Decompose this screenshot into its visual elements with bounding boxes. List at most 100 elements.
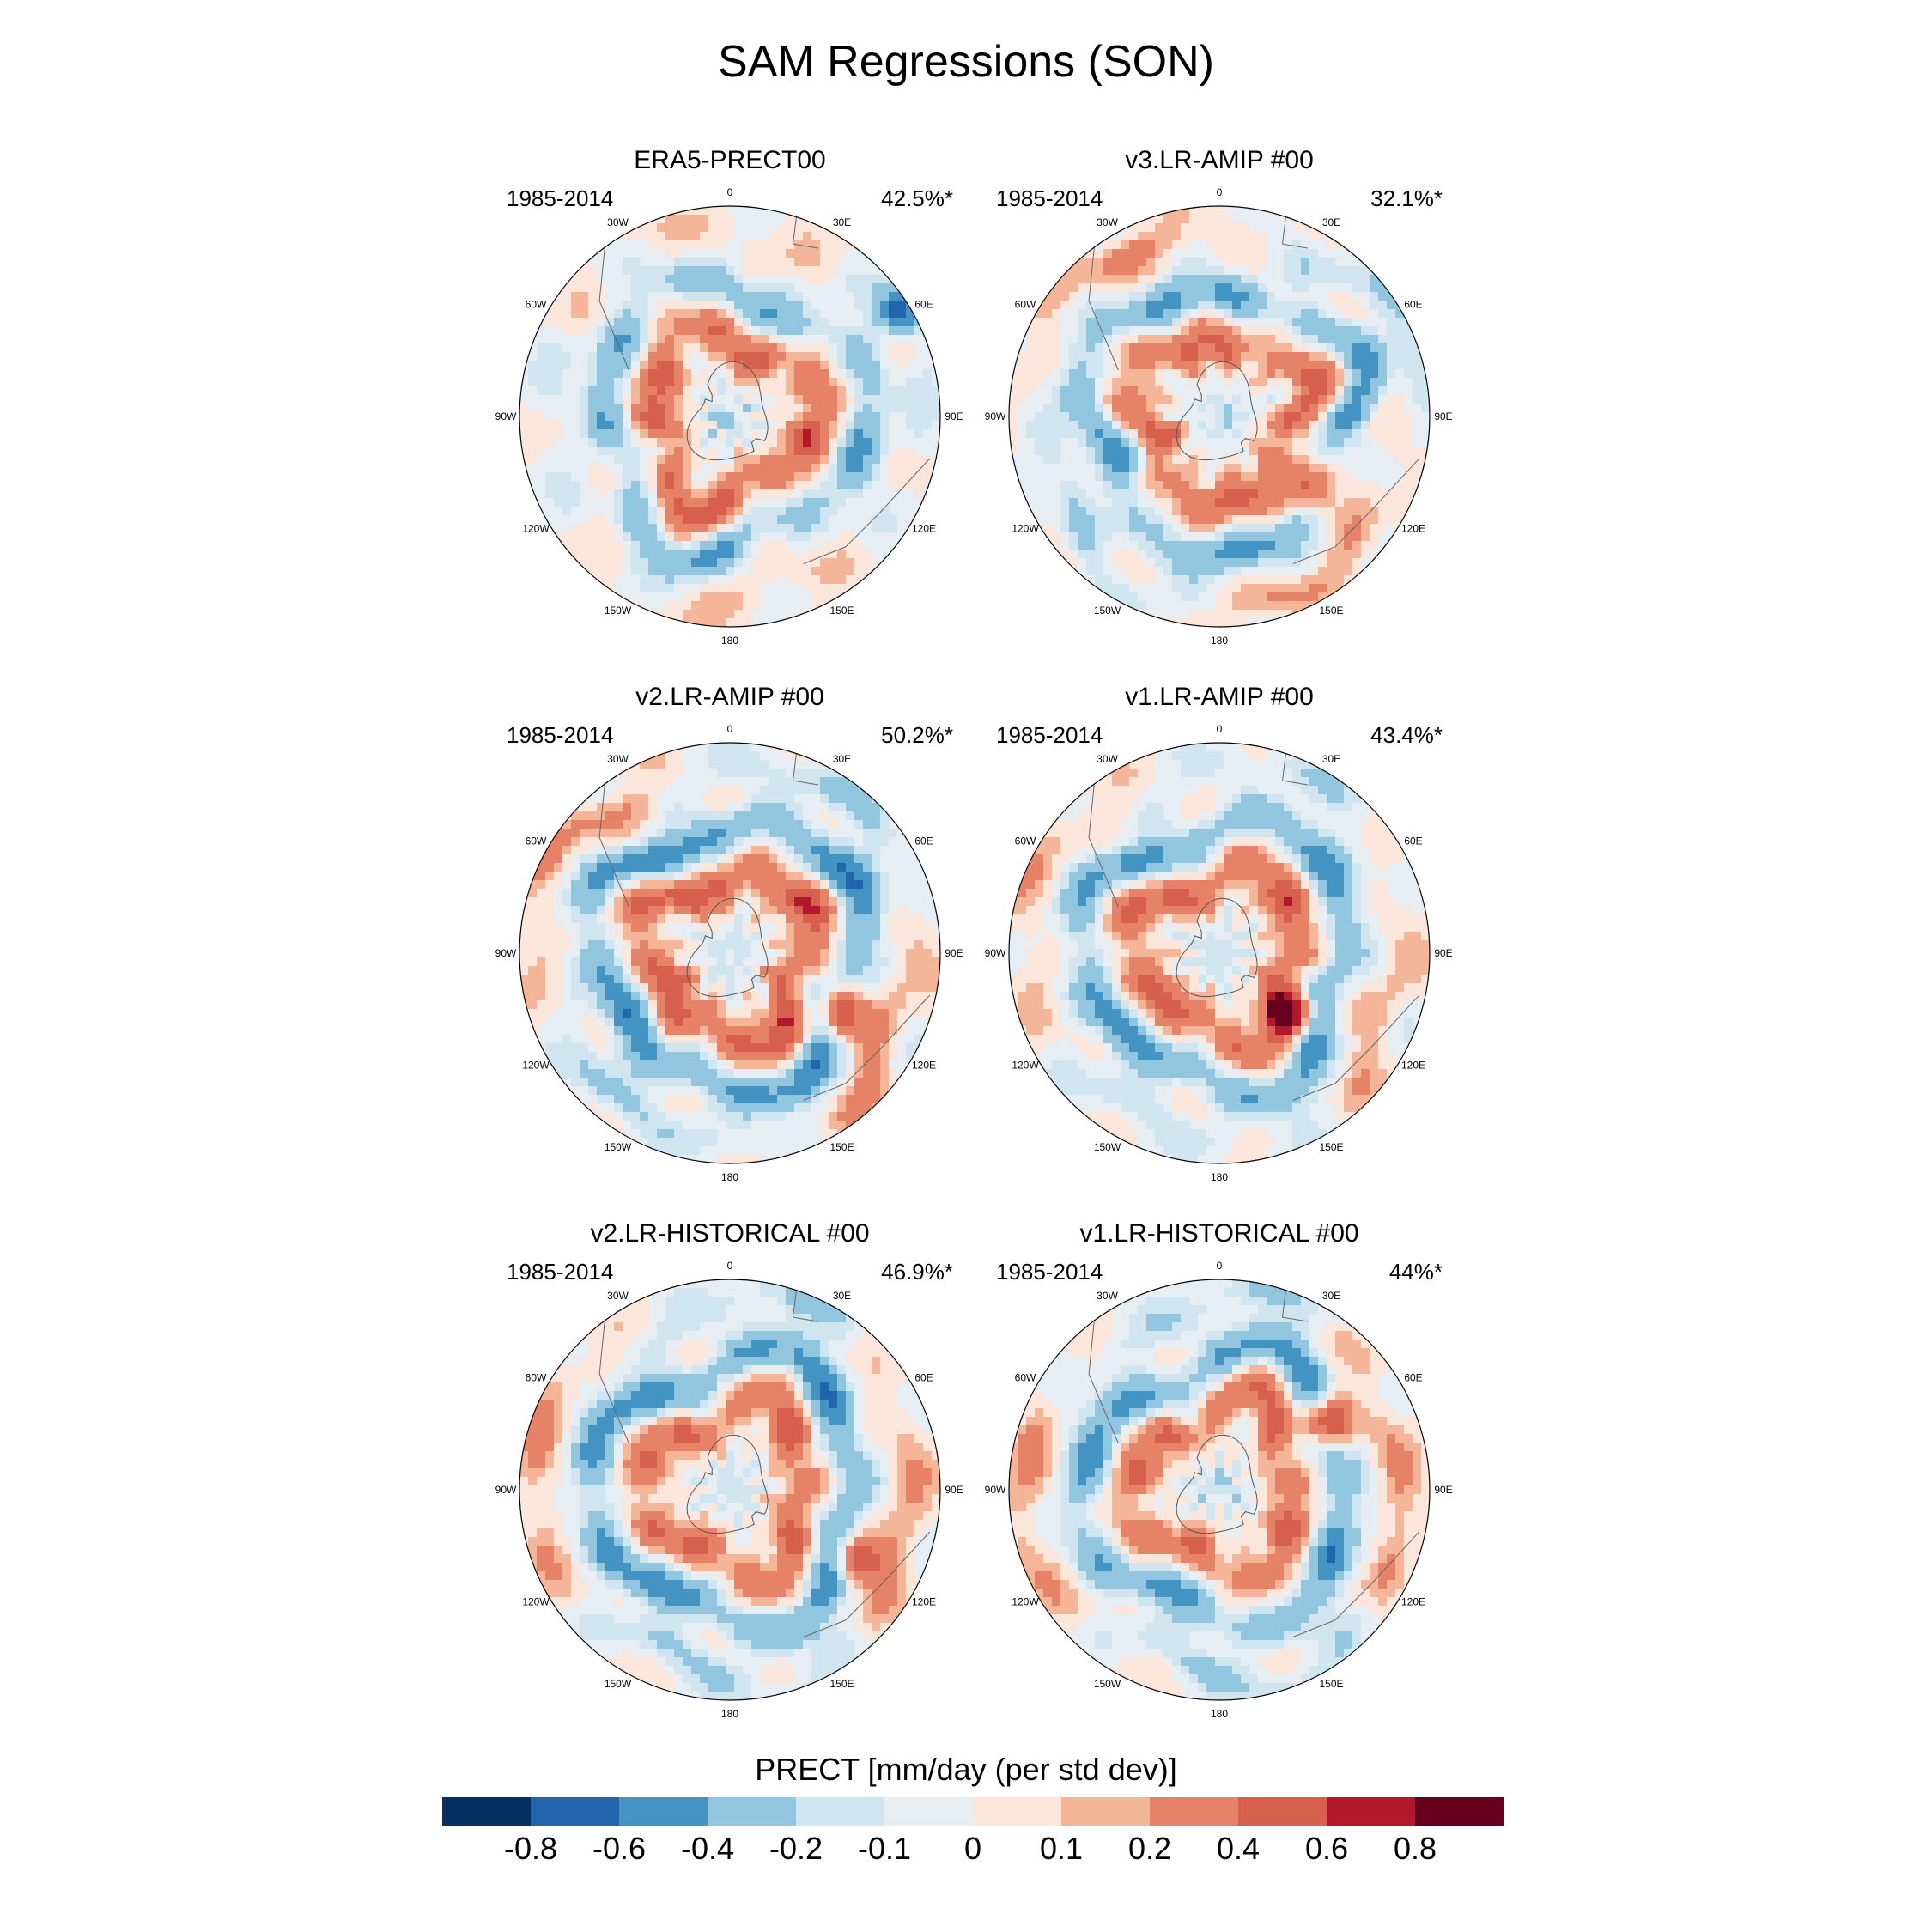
field-cell <box>897 335 907 344</box>
field-cell <box>786 923 795 933</box>
field-cell <box>1086 515 1096 525</box>
field-cell <box>588 524 598 533</box>
field-cell <box>820 335 829 344</box>
field-cell <box>537 498 546 507</box>
field-cell <box>631 361 641 370</box>
longitude-label: 30W <box>1097 216 1118 228</box>
field-cell <box>1241 240 1250 250</box>
field-cell <box>751 258 761 267</box>
field-cell <box>1241 309 1250 319</box>
field-cell <box>614 524 623 533</box>
field-cell <box>1352 343 1362 353</box>
field-cell <box>1352 395 1362 404</box>
field-cell <box>631 438 641 447</box>
field-cell <box>846 880 855 890</box>
field-cell <box>1301 343 1310 353</box>
field-cell <box>906 335 915 344</box>
field-cell <box>528 326 538 336</box>
field-cell <box>1043 421 1053 430</box>
field-cell <box>1026 326 1036 336</box>
field-cell <box>571 872 580 881</box>
field-cell <box>1138 292 1147 301</box>
field-cell <box>717 309 726 319</box>
field-cell <box>1206 429 1216 439</box>
field-cell <box>1309 249 1319 258</box>
field-cell <box>1043 378 1053 387</box>
field-cell <box>897 369 907 379</box>
field-cell <box>1309 343 1319 353</box>
field-cell <box>1112 309 1121 319</box>
field-cell <box>846 769 855 778</box>
field-cell <box>811 601 821 611</box>
field-cell <box>1335 318 1345 327</box>
field-cell <box>1335 266 1345 276</box>
field-cell <box>683 258 692 267</box>
field-cell <box>1309 575 1319 585</box>
field-cell <box>519 438 529 447</box>
field-cell <box>743 335 752 344</box>
field-cell <box>811 558 821 568</box>
field-cell <box>872 837 881 847</box>
field-cell <box>1404 309 1413 319</box>
field-cell <box>1129 541 1139 550</box>
field-cell <box>872 507 881 516</box>
field-cell <box>665 863 675 872</box>
field-cell <box>863 343 872 353</box>
field-cell <box>794 820 804 829</box>
field-cell <box>1189 301 1199 310</box>
field-cell <box>1112 318 1121 327</box>
field-cell <box>674 601 683 611</box>
field-cell <box>1378 352 1388 361</box>
longitude-label: 0 <box>727 186 733 198</box>
field-cell <box>648 421 658 430</box>
field-cell <box>1163 395 1173 404</box>
field-cell <box>726 889 735 898</box>
field-cell <box>1069 541 1078 550</box>
field-cell <box>1035 464 1044 473</box>
field-cell <box>683 897 692 907</box>
field-cell <box>580 820 589 829</box>
field-cell <box>708 846 718 855</box>
field-cell <box>1232 309 1242 319</box>
field-cell <box>932 923 940 933</box>
field-cell <box>1069 447 1078 456</box>
field-cell <box>1275 447 1285 456</box>
field-cell <box>614 386 623 396</box>
field-cell <box>1318 438 1327 447</box>
field-cell <box>751 880 761 890</box>
field-cell <box>648 378 658 387</box>
field-cell <box>1249 455 1259 465</box>
field-cell <box>631 275 641 284</box>
field-cell <box>717 550 726 559</box>
field-cell <box>1267 584 1276 593</box>
field-cell <box>1198 464 1207 473</box>
field-cell <box>1086 249 1096 258</box>
field-cell <box>1129 301 1139 310</box>
field-cell <box>588 846 598 855</box>
field-cell <box>863 421 872 430</box>
field-cell <box>760 447 769 456</box>
field-cell <box>1163 429 1173 439</box>
field-cell <box>683 369 692 379</box>
field-cell <box>837 786 847 795</box>
field-cell <box>1060 550 1070 559</box>
field-cell <box>674 575 683 585</box>
field-cell <box>580 889 589 898</box>
field-cell <box>683 455 692 465</box>
field-cell <box>760 541 769 550</box>
field-cell <box>614 335 623 344</box>
field-cell <box>528 889 538 898</box>
field-cell <box>1206 386 1216 396</box>
field-cell <box>1086 558 1096 568</box>
field-cell <box>1069 515 1078 525</box>
field-cell <box>1309 421 1319 430</box>
field-cell <box>717 249 726 258</box>
field-cell <box>751 550 761 559</box>
field-cell <box>743 897 752 907</box>
field-cell <box>717 515 726 525</box>
field-cell <box>1301 352 1310 361</box>
field-cell <box>1052 464 1061 473</box>
field-cell <box>1249 481 1259 490</box>
field-cell <box>1344 558 1353 568</box>
field-cell <box>1352 258 1362 267</box>
